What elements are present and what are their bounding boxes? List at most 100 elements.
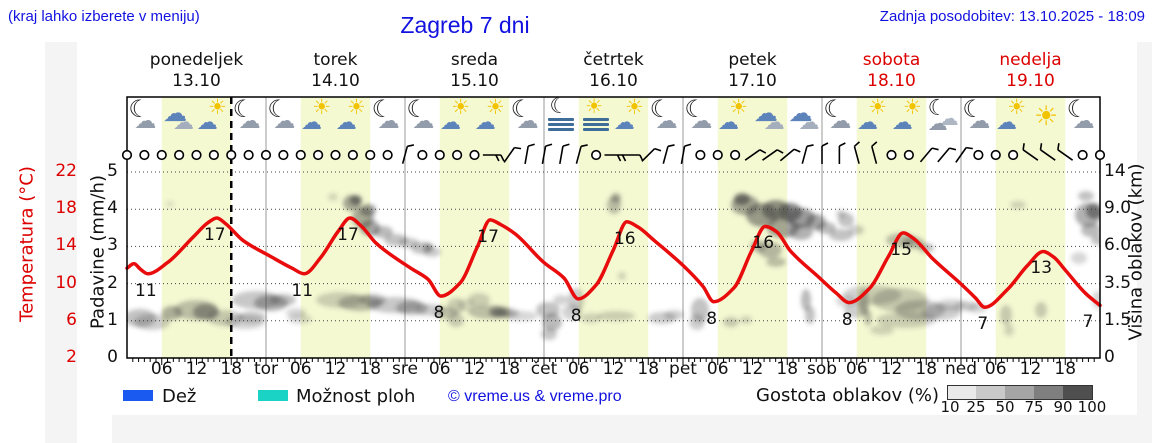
icon-glyph: ☁: [273, 109, 296, 134]
cloud-blob: [740, 316, 752, 324]
x-label-06: 06: [428, 359, 451, 379]
clouds-icon: ☁ ☁: [161, 99, 197, 143]
icon-glyph: ☁: [788, 99, 813, 127]
barb-staff: [541, 145, 547, 165]
icon-glyph: ☀: [868, 95, 887, 119]
x-label-06: 06: [984, 359, 1007, 379]
wind-calm-icon: [174, 149, 185, 161]
x-label-18: 18: [776, 359, 799, 379]
cloud-blob: [870, 325, 894, 335]
barb-staff: [762, 149, 778, 161]
wind-barb-icon: [838, 142, 846, 164]
icon-glyph: ☾: [406, 95, 428, 123]
clouds-icon: ☁ ☁: [787, 99, 823, 143]
cloud-density-tick-10: 10: [940, 398, 960, 416]
x-label-18: 18: [1054, 359, 1077, 379]
barb-tick: [580, 144, 588, 148]
cloud-tick-0: 0: [1104, 347, 1115, 367]
x-label-12: 12: [1019, 359, 1042, 379]
credit-link[interactable]: © vreme.us & vreme.pro: [448, 388, 622, 405]
icon-glyph: ☾: [684, 95, 706, 123]
icon-glyph: ☀: [1007, 95, 1026, 119]
barb-staff: [919, 147, 933, 163]
barb-tick: [527, 143, 535, 147]
barb-staff: [503, 147, 516, 163]
fog-bar: [548, 118, 575, 121]
icon-glyph: ☀: [624, 95, 644, 119]
wind-calm-icon: [973, 149, 984, 161]
cloud-blob: [541, 328, 557, 340]
cloud-blob: [468, 293, 490, 307]
icon-glyph: ☁: [163, 99, 188, 127]
x-label-sob: sob: [806, 359, 838, 379]
sun-cloud-icon: ☀ ☁: [717, 97, 753, 143]
precip-tick-1: 1: [107, 309, 118, 330]
cloud-tick-3.5: 3.5: [1104, 272, 1132, 293]
fog-bar: [583, 118, 610, 121]
wind-barb-icon: [821, 142, 829, 164]
barb-staff: [779, 148, 795, 162]
wind-calm-icon: [730, 149, 741, 161]
moon-cloud-icon: ☾ ☁: [231, 97, 267, 143]
icon-glyph: ☀: [1033, 101, 1059, 132]
cloud-blob: [504, 311, 538, 321]
wind-calm-icon: [330, 149, 341, 161]
barb-tick: [407, 144, 415, 148]
cloud-blob: [423, 243, 433, 251]
x-label-18: 18: [498, 359, 521, 379]
cloud-blob: [1035, 302, 1047, 318]
cloud-tick-6.0: 6.0: [1104, 235, 1132, 256]
wind-barb-icon: [680, 143, 692, 165]
wind-calm-icon: [417, 149, 428, 161]
temp-extreme-label-16: 16: [613, 228, 636, 249]
cloud-blob: [723, 317, 739, 327]
barb-staff: [680, 145, 686, 165]
last-update-text: Zadnja posodobitev: 13.10.2025 - 18:09: [879, 8, 1145, 25]
wind-barb-icon: [401, 144, 415, 164]
x-label-12: 12: [880, 359, 903, 379]
temp-extreme-label-8: 8: [570, 305, 582, 326]
cloud-density-tick-90: 90: [1053, 398, 1073, 416]
wind-barb-icon: [641, 147, 662, 162]
icon-glyph: ☾: [927, 96, 948, 121]
x-label-pet: pet: [669, 359, 697, 379]
cloud-blob: [836, 210, 846, 218]
barb-staff: [955, 147, 967, 163]
barb-staff: [744, 149, 761, 161]
wind-calm-icon: [121, 149, 133, 161]
day-date-16.10: 16.10: [589, 71, 638, 91]
wind-calm-icon: [903, 149, 914, 161]
icon-glyph: ☾: [962, 95, 984, 123]
cloud-blob: [611, 193, 621, 203]
cloud-blob: [350, 195, 362, 205]
wind-calm-icon: [191, 149, 202, 161]
margin-stripe-right: [1137, 42, 1152, 443]
barb-staff: [1022, 149, 1039, 161]
cloud-blob: [373, 226, 393, 238]
icon-glyph: ☁: [891, 110, 913, 134]
cloud-blob: [166, 201, 174, 207]
icon-glyph: ☾: [1066, 95, 1089, 123]
cloud-blob: [829, 229, 853, 241]
icon-glyph: ☁: [927, 111, 948, 135]
barb-tick: [776, 149, 784, 154]
barb-staff: [871, 146, 878, 164]
day-name-sobota: sobota: [862, 50, 921, 70]
icon-glyph: ☁: [753, 99, 778, 127]
cloud-blob: [734, 193, 750, 205]
barb-staff: [1040, 149, 1056, 161]
wind-barb-icon: [559, 143, 570, 165]
x-label-12: 12: [602, 359, 625, 379]
sun-cloud-icon: ☀ ☁: [891, 97, 927, 143]
wind-barb-icon: [744, 149, 767, 161]
icon-glyph: ☁: [829, 109, 852, 134]
wind-barb-icon: [1057, 143, 1074, 161]
wind-calm-icon: [313, 149, 324, 161]
x-label-18: 18: [637, 359, 660, 379]
cloud-tick-14: 14: [1104, 161, 1126, 181]
cloud-blob: [1086, 203, 1100, 219]
wind-calm-icon: [1094, 149, 1106, 161]
icon-glyph: ☾: [823, 95, 845, 123]
cloud-blob: [581, 313, 601, 323]
temp-tick-10: 10: [55, 272, 77, 293]
